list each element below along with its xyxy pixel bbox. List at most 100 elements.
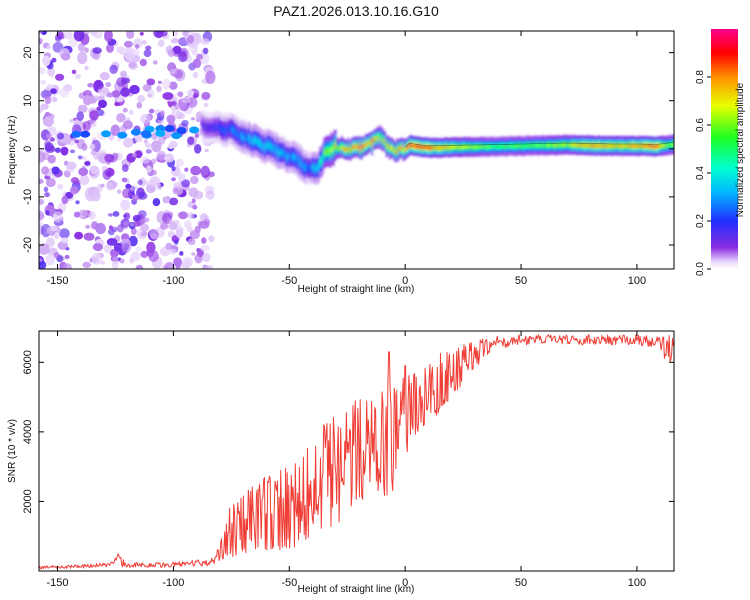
spectrogram-noise-blob [41,166,49,175]
spectrogram-ridge-cell [257,140,260,145]
spectrogram-ridge-cell [581,144,584,147]
spectrogram-ridge-cell [282,150,285,155]
spectrogram-ridge-cell [482,144,485,148]
spectrogram-noise-blob [80,130,91,138]
spectrogram-ridge-cell [657,144,659,148]
spectrogram-noise-blob [168,222,178,231]
spectrogram-noise-blob [142,40,147,45]
spectrogram-ridge-cell [617,144,620,148]
spectrogram-noise-blob [83,232,95,241]
spectrogram-ridge-cell [252,139,255,145]
spectrogram-ridge-cell [566,143,568,146]
spectrogram-ridge-cell [538,144,540,148]
spectrogram-ridge-cell [334,142,337,148]
spectrogram-ridge-cell [400,146,403,150]
spectrogram-ridge-cell [450,146,453,149]
spectrogram-ridge-cell [277,151,280,157]
spectrogram-ridge-cell [223,128,225,134]
spectrogram-noise-blob [148,250,159,262]
spectrogram-noise-blob [132,214,141,222]
spectrogram-ridge-cell [206,125,209,131]
spectrogram-ridge-cell [367,142,369,146]
spectrogram-ridge-cell [522,144,525,148]
spectrogram-ridge-cell [668,143,671,146]
colorbar-tick-label: 0.8 [695,70,706,84]
spectrogram-x-ticks: -150 -100 -50 0 50 100 [47,31,646,287]
spectrogram-ridge-cell [541,143,543,147]
spectrogram-noise-blob [157,42,162,47]
spectrogram-noise-blob [89,110,99,121]
spectrogram-noise-blob [120,70,127,78]
spectrogram-ridge-cell [406,145,409,149]
spectrogram-noise-blob [200,244,210,252]
spectrogram-ridge-cell [401,146,404,149]
spectrogram-ridge-cell [609,144,611,147]
spectrogram-ridge-cell [546,143,549,147]
spectrogram-ridge-cell [211,125,214,131]
spectrogram-noise-blob [52,211,63,223]
spectrogram-ridge-cell [506,144,509,148]
spectrogram-noise-blob [123,212,131,220]
spectrogram-ridge-cell [662,144,664,147]
spectrogram-ridge-cell [456,145,459,149]
spectrogram-noise-blob [191,198,196,204]
spectrogram-ridge-cell [202,123,205,129]
spectrogram-ridge-cell [606,144,609,148]
spectrogram-noise-blob [121,164,129,173]
spectrogram-ridge-cell [615,144,618,148]
spectrogram-noise-blob [173,220,179,225]
spectrogram-ridge-cell [502,144,505,148]
spectrogram-ridge-cell [491,144,493,148]
spectrogram-ridge-cell [611,144,613,148]
spectrogram-ridge-cell [330,145,333,150]
spectrogram-ridge-cell [536,144,538,148]
x-tick-label: 50 [515,577,527,589]
spectrogram-ridge-cell [278,149,281,154]
spectrogram-ridge-cell [637,145,639,148]
spectrogram-ridge-cell [513,144,515,148]
spectrogram-ridge-cell [407,145,410,149]
spectrogram-ridge-cell [623,144,626,147]
spectrogram-ridge-cell [429,146,432,150]
spectrogram-noise-blob [116,113,126,123]
spectrogram-noise-blob [139,156,150,164]
spectrogram-ridge-cell [614,144,616,148]
spectrogram-ridge-cell [474,145,477,149]
spectrogram-ridge-cell [595,144,598,148]
spectrogram-ridge-cell [612,144,614,148]
spectrogram-noise-blob [134,43,140,49]
spectrogram-ridge-cell [323,150,325,156]
spectrogram-noise-blob [50,88,57,94]
spectrogram-ridge-cell [204,126,207,131]
spectrogram-ridge-cell [453,145,456,149]
spectrogram-ridge-cell [441,146,443,150]
spectrogram-ridge-cell [647,144,650,148]
spectrogram-ridge-cell [619,143,622,147]
spectrogram-noise-blob [150,233,159,240]
spectrogram-ridge-cell [643,144,646,148]
spectrogram-ridge-cell [227,126,230,131]
spectrogram-ridge-cell [349,149,352,153]
spectrogram-noise-blob [184,167,189,172]
spectrogram-ridge-cell [646,144,649,148]
spectrogram-ridge-cell [259,140,262,146]
spectrogram-ridge-cell [494,145,497,149]
spectrogram-noise-blob [156,150,166,161]
spectrogram-noise-blob [44,192,50,198]
spectrogram-ridge-cell [650,144,653,148]
spectrogram-ridge-cell [374,137,377,141]
spectrogram-ridge-cell [393,148,395,151]
spectrogram-ridge-cell [233,127,236,133]
spectrogram-noise-blob [174,239,179,245]
spectrogram-ridge-cell [515,145,517,148]
spectrogram-noise-blob [190,165,202,176]
spectrogram-noise-blob [71,69,77,75]
y-tick-label: -10 [22,189,34,205]
spectrogram-noise-blob [46,44,51,50]
spectrogram-ridge-cell [294,155,296,160]
spectrogram-ridge-cell [263,145,266,151]
spectrogram-ridge-cell [383,139,386,142]
spectrogram-ridge-cell [485,145,488,149]
spectrogram-noise-blob [156,85,162,93]
spectrogram-ridge-cell [299,162,302,168]
